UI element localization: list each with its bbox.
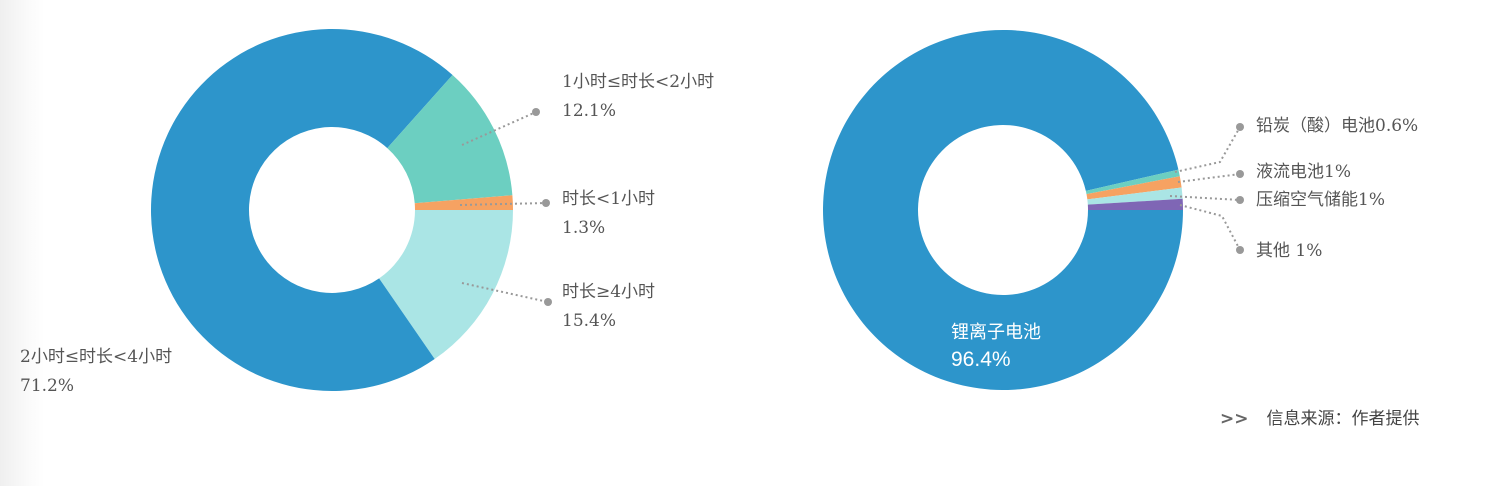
- label-compressed-air: 压缩空气储能1%: [1256, 190, 1385, 210]
- leader-line: [459, 202, 547, 206]
- leader-line: [461, 111, 537, 146]
- label-text: 锂离子电池: [951, 322, 1041, 342]
- label-lt-1h: 时长<1小时 1.3%: [562, 185, 655, 243]
- label-other: 其他 1%: [1256, 241, 1323, 261]
- label-text: 2小时≤时长<4小时: [20, 347, 173, 367]
- source-note: >> 信息来源：作者提供: [1220, 404, 1420, 429]
- slice-3: [414, 195, 513, 210]
- leader-dot: [1236, 170, 1244, 178]
- leader-dot: [532, 108, 540, 116]
- label-lead-carbon: 铅炭（酸）电池0.6%: [1256, 116, 1419, 136]
- slice-4: [1087, 198, 1183, 210]
- slice-1: [1085, 169, 1180, 195]
- slice-3: [1087, 187, 1183, 205]
- slice-2: [1086, 176, 1182, 200]
- leader-dot: [542, 199, 550, 207]
- leader-dot: [544, 298, 552, 306]
- label-text: 时长<1小时: [562, 189, 656, 209]
- label-ge-4h: 时长≥4小时 15.4%: [562, 278, 655, 336]
- label-text: 时长≥4小时: [562, 282, 656, 302]
- slice-0: [823, 29, 1183, 391]
- leader-line: [1179, 204, 1241, 251]
- leader-line: [1169, 195, 1241, 201]
- source-text: 信息来源：作者提供: [1266, 409, 1420, 429]
- label-value: 12.1%: [562, 101, 617, 121]
- arrow-icon: >>: [1220, 409, 1249, 429]
- label-value: 1.3%: [562, 218, 606, 238]
- label-2-4h: 2小时≤时长<4小时 71.2%: [20, 343, 172, 401]
- label-value: 71.2%: [20, 376, 75, 396]
- leader-dot: [1236, 123, 1244, 131]
- label-text: 1小时≤时长<2小时: [562, 72, 715, 92]
- leader-line: [1174, 126, 1241, 173]
- leader-line: [1177, 173, 1241, 183]
- leader-dot: [1236, 196, 1244, 204]
- slice-0: [379, 210, 514, 360]
- label-value: 15.4%: [562, 311, 617, 331]
- label-value: 96.4%: [951, 348, 1011, 371]
- slice-1: [151, 29, 453, 392]
- label-1-2h: 1小时≤时长<2小时 12.1%: [562, 68, 714, 126]
- label-flow-battery: 液流电池1%: [1256, 162, 1351, 182]
- leader-dot: [1236, 246, 1244, 254]
- label-lithium: 锂离子电池 96.4%: [951, 318, 1041, 374]
- slice-2: [387, 74, 513, 204]
